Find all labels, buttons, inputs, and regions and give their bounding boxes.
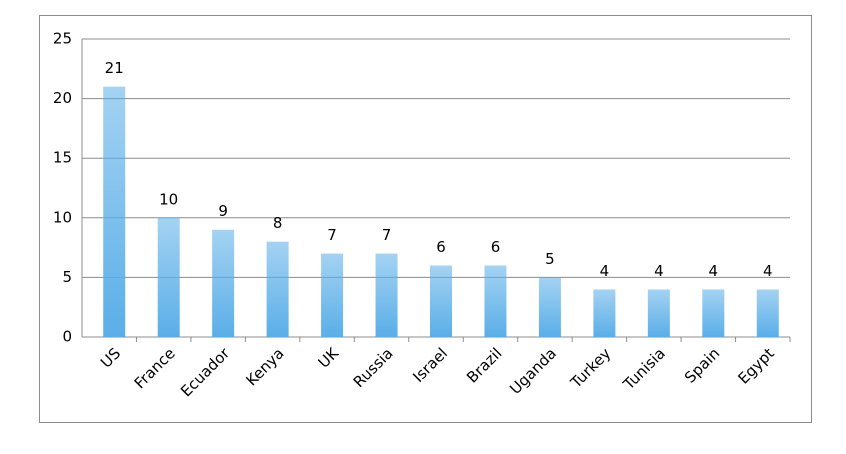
bar [702, 289, 725, 337]
y-tick-label: 5 [62, 268, 72, 286]
y-tick-label: 15 [53, 149, 72, 167]
bar [484, 265, 507, 337]
data-label: 5 [545, 250, 555, 268]
bar [647, 289, 670, 337]
bar [756, 289, 779, 337]
data-label: 4 [763, 262, 773, 280]
data-label: 10 [159, 190, 178, 208]
y-tick-label: 10 [53, 208, 72, 226]
bar [430, 265, 452, 337]
data-label: 4 [600, 262, 610, 280]
bar [103, 86, 126, 338]
y-tick-label: 25 [53, 30, 72, 48]
bar [593, 289, 616, 337]
data-label: 21 [105, 59, 124, 77]
data-label: 4 [654, 262, 664, 280]
data-label: 6 [436, 238, 446, 256]
bar [538, 277, 561, 337]
y-tick-label: 0 [62, 328, 72, 346]
data-label: 7 [382, 226, 392, 244]
data-label: 7 [327, 226, 337, 244]
data-label: 4 [709, 262, 719, 280]
data-label: 8 [273, 214, 283, 232]
data-label: 9 [218, 202, 228, 220]
y-tick-label: 20 [53, 89, 72, 107]
bar [321, 253, 344, 337]
data-label: 6 [491, 238, 501, 256]
bar [375, 253, 398, 337]
bar [212, 229, 235, 337]
bar [157, 217, 180, 337]
bar [266, 241, 289, 337]
